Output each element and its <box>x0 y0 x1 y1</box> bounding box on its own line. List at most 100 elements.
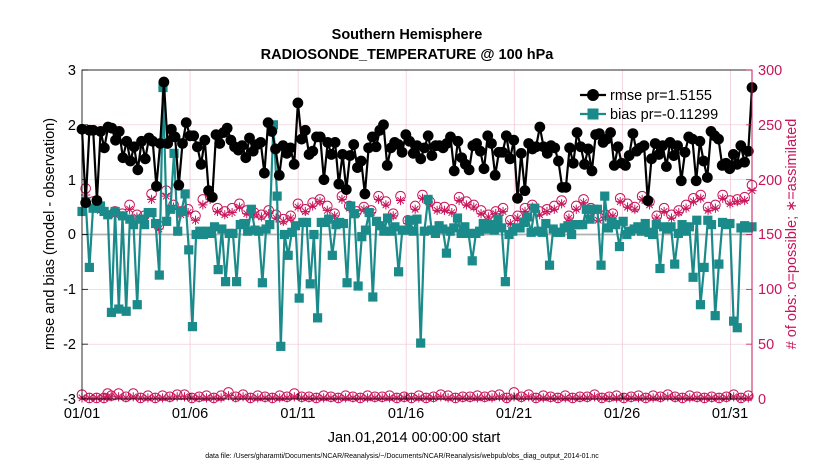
count-assimilated-marker <box>315 197 325 207</box>
rmse-point <box>169 131 181 143</box>
rmse-point <box>206 191 218 203</box>
bias-point <box>463 228 474 239</box>
asterisk-stroke <box>125 205 134 213</box>
bias-point <box>309 229 319 240</box>
x-tick-label: 01/01 <box>64 406 100 422</box>
y-right-tick-label: 200 <box>758 173 782 189</box>
x-tick-label: 01/21 <box>496 406 532 422</box>
asterisk-stroke <box>700 394 709 402</box>
bias-point <box>128 220 139 230</box>
asterisk-stroke <box>301 207 309 216</box>
count-assimilated-marker <box>370 393 380 403</box>
asterisk-stroke <box>228 208 236 217</box>
count-assimilated-marker <box>469 202 479 212</box>
bias-point <box>279 229 290 240</box>
count-assimilated-marker <box>696 193 706 203</box>
asterisk-stroke <box>144 394 152 402</box>
rmse-point <box>653 149 665 160</box>
count-assimilated-marker <box>121 393 131 403</box>
count-assimilated-marker <box>732 197 742 207</box>
bias-point <box>692 215 702 225</box>
x-tick-label: 01/11 <box>280 406 315 422</box>
asterisk-stroke <box>697 194 705 202</box>
y-right-tick-label: 100 <box>758 282 782 298</box>
asterisk-stroke <box>737 394 745 402</box>
rmse-point <box>642 195 654 206</box>
asterisk-stroke <box>667 214 676 222</box>
asterisk-stroke <box>166 394 174 402</box>
rmse-point <box>221 122 233 134</box>
count-assimilated-marker <box>571 204 581 214</box>
bias-point <box>544 260 555 270</box>
bias-point <box>287 227 297 237</box>
asterisk-stroke <box>612 394 621 402</box>
count-assimilated-marker <box>278 216 288 226</box>
bias-point <box>147 207 157 218</box>
bias-point <box>110 206 120 217</box>
asterisk-stroke <box>660 207 668 216</box>
rmse-point <box>355 155 367 167</box>
rmse-point <box>668 150 680 161</box>
bias-point <box>600 191 610 201</box>
asterisk-stroke <box>616 197 624 206</box>
bias-point <box>217 224 227 234</box>
rmse-point <box>240 152 252 164</box>
bias-point <box>522 212 533 222</box>
asterisk-stroke <box>711 204 719 212</box>
bias-point <box>342 278 352 288</box>
bias-point <box>563 221 573 231</box>
bias-point <box>357 232 367 242</box>
bias-point <box>220 277 231 287</box>
rmse-point <box>273 169 285 181</box>
count-assimilated-marker <box>395 195 406 206</box>
asterisk-stroke <box>726 200 734 208</box>
legend-label-rmse: rmse pr=1.5155 <box>610 88 712 104</box>
count-assimilated-marker <box>450 393 461 403</box>
y-right-tick-label: 250 <box>758 118 782 134</box>
rmse-point <box>113 126 125 137</box>
count-assimilated-marker <box>190 215 201 225</box>
count-assimilated-marker <box>216 393 226 403</box>
bias-point <box>364 207 374 218</box>
count-assimilated-marker <box>282 393 292 403</box>
asterisk-stroke <box>623 203 632 211</box>
rmse-point <box>340 184 352 195</box>
asterisk-stroke <box>506 219 514 228</box>
asterisk-stroke <box>678 394 687 402</box>
count-assimilated-marker <box>557 199 567 209</box>
rmse-point <box>638 140 650 152</box>
count-assimilated-marker <box>436 392 446 402</box>
asterisk-stroke <box>620 394 628 402</box>
rmse-point <box>396 146 408 158</box>
bias-point <box>114 304 124 314</box>
rmse-point <box>188 130 200 142</box>
bias-point <box>460 222 470 232</box>
rmse-point <box>370 141 382 153</box>
bias-point <box>489 225 499 235</box>
bias-point <box>349 209 360 219</box>
asterisk-stroke <box>642 394 650 402</box>
rmse-point <box>571 127 583 138</box>
rmse-point <box>612 141 624 153</box>
bias-point <box>254 226 264 236</box>
bias-point <box>165 204 175 214</box>
rmse-point <box>154 138 166 149</box>
asterisk-stroke <box>360 205 368 213</box>
asterisk-stroke <box>693 394 701 402</box>
rmse-point <box>593 128 605 140</box>
rmse-point <box>344 150 356 161</box>
count-assimilated-marker <box>128 392 138 402</box>
asterisk-stroke <box>378 394 386 402</box>
asterisk-stroke <box>704 206 712 214</box>
count-assimilated-marker <box>725 199 735 209</box>
bias-point <box>184 245 194 255</box>
rmse-point <box>151 180 162 192</box>
bias-point <box>497 223 507 233</box>
bias-point <box>246 204 256 214</box>
bias-point <box>257 278 267 288</box>
count-assimilated-marker <box>264 209 274 219</box>
rmse-point <box>504 153 516 165</box>
count-assimilated-marker <box>201 393 212 403</box>
bias-point <box>136 214 146 224</box>
tick-layer <box>81 69 752 400</box>
